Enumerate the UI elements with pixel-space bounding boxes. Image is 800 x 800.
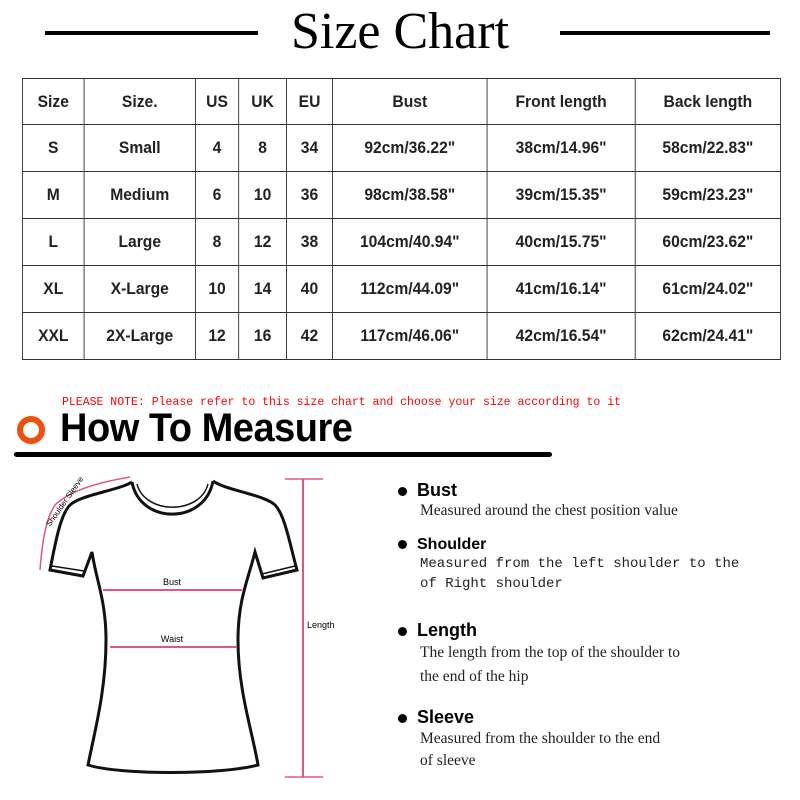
table-row: XL X-Large 10 14 40 112cm/44.09" 41cm/16.14" 61… — [21, 265, 782, 313]
table-cell: 59cm/23.23" — [634, 171, 782, 219]
header-cell: Back length — [634, 78, 782, 125]
table-row: M Medium 6 10 36 98cm/38.58" 39cm/15.35" 59cm/2… — [21, 171, 782, 219]
table-cell: 34 — [286, 124, 333, 172]
table-cell: 40cm/15.75" — [486, 218, 636, 266]
section-title: How To Measure — [60, 406, 353, 450]
table-cell: 42 — [286, 312, 333, 360]
bullet-icon — [398, 486, 407, 496]
table-cell: Large — [83, 218, 196, 266]
page-title: Size Chart — [290, 3, 510, 60]
table-cell: S — [21, 124, 85, 172]
measure-shoulder: Shoulder Measured from the left shoulder… — [398, 536, 739, 594]
tshirt-diagram: Shoulder Sleeve Bust Waist Length — [39, 474, 335, 778]
table-cell: 4 — [194, 124, 240, 172]
please-note: PLEASE NOTE: Please refer to this size c… — [62, 396, 621, 409]
table-cell: 41cm/16.14" — [486, 265, 636, 313]
waist-label: Waist — [161, 634, 184, 644]
measure-desc: Measured from the shoulder to the end — [420, 730, 661, 747]
table-cell: 60cm/23.62" — [634, 218, 782, 266]
table-cell: 6 — [194, 171, 240, 219]
table-cell: L — [21, 218, 85, 266]
table-cell: 12 — [238, 218, 287, 266]
header-cell: Front length — [486, 78, 636, 125]
table-row: L Large 8 12 38 104cm/40.94" 40cm/15.75" 60cm/2… — [21, 218, 782, 266]
table-row: XXL 2X-Large 12 16 42 117cm/46.06" 42cm/16.54"… — [21, 312, 782, 360]
table-cell: 42cm/16.54" — [486, 312, 636, 360]
bullet-icon — [398, 626, 407, 636]
table-cell: 38cm/14.96" — [486, 124, 636, 172]
table-cell: 10 — [194, 265, 240, 313]
header-cell: UK — [238, 78, 287, 125]
table-cell: 8 — [194, 218, 240, 266]
table-cell: 12 — [194, 312, 240, 360]
measure-desc: the end of the hip — [420, 668, 529, 685]
shoulder-sleeve-arrow — [39, 476, 131, 571]
measure-desc: of sleeve — [420, 752, 476, 769]
circle-bullet-icon — [17, 416, 45, 444]
table-cell: 8 — [238, 124, 287, 172]
table-cell: 40 — [286, 265, 333, 313]
header-cell: Bust — [332, 78, 488, 125]
table-cell: 112cm/44.09" — [332, 265, 488, 313]
table-cell: XL — [21, 265, 85, 313]
table-cell: XXL — [21, 312, 85, 360]
bullet-icon — [398, 713, 407, 723]
table-row: S Small 4 8 34 92cm/36.22" 38cm/14.96" 58cm/22.… — [21, 124, 782, 172]
measure-name: Sleeve — [417, 707, 475, 727]
title-rule-right — [560, 31, 770, 35]
table-cell: 38 — [286, 218, 333, 266]
table-cell: 92cm/36.22" — [332, 124, 488, 172]
measure-bust: Bust Measured around the chest position … — [398, 480, 678, 521]
table-cell: X-Large — [83, 265, 196, 313]
table-cell: 16 — [238, 312, 287, 360]
measure-name: Shoulder — [417, 536, 487, 553]
table-header-row: Size Size. US UK EU Bust Front length Ba… — [21, 78, 782, 125]
table-cell: 58cm/22.83" — [634, 124, 782, 172]
tshirt-collar — [130, 480, 215, 516]
table-cell: Small — [83, 124, 196, 172]
table-cell: Medium — [83, 171, 196, 219]
table-cell: M — [21, 171, 85, 219]
measure-name: Length — [417, 620, 477, 640]
table-cell: 61cm/24.02" — [634, 265, 782, 313]
measure-desc: The length from the top of the shoulder … — [420, 644, 680, 661]
table-cell: 36 — [286, 171, 333, 219]
header-cell: EU — [286, 78, 333, 125]
shoulder-sleeve-label: Shoulder Sleeve — [44, 474, 85, 528]
section-rule — [14, 452, 552, 457]
table-cell: 98cm/38.58" — [332, 171, 488, 219]
table-cell: 2X-Large — [83, 312, 196, 360]
table-cell: 62cm/24.41" — [634, 312, 782, 360]
measure-desc: of Right shoulder — [420, 576, 563, 592]
measure-length: Length The length from the top of the sh… — [398, 620, 680, 689]
table-cell: 10 — [238, 171, 287, 219]
bullet-icon — [398, 540, 407, 550]
tshirt-outline — [48, 479, 299, 774]
length-label: Length — [307, 620, 335, 630]
measure-sleeve: Sleeve Measured from the shoulder to the… — [398, 707, 660, 772]
table-cell: 39cm/15.35" — [486, 171, 636, 219]
measure-desc: Measured from the left shoulder to the — [420, 556, 740, 572]
table-cell: 104cm/40.94" — [332, 218, 488, 266]
header-cell: Size — [21, 78, 85, 125]
header-cell: Size. — [83, 78, 196, 125]
size-table: Size Size. US UK EU Bust Front length Ba… — [21, 78, 782, 360]
table-cell: 117cm/46.06" — [332, 312, 488, 360]
measure-desc: Measured around the chest position value — [420, 502, 678, 519]
title-rule-left — [45, 31, 258, 35]
measure-name: Bust — [417, 480, 457, 500]
header-cell: US — [194, 78, 240, 125]
table-cell: 14 — [238, 265, 287, 313]
bust-label: Bust — [163, 577, 182, 587]
